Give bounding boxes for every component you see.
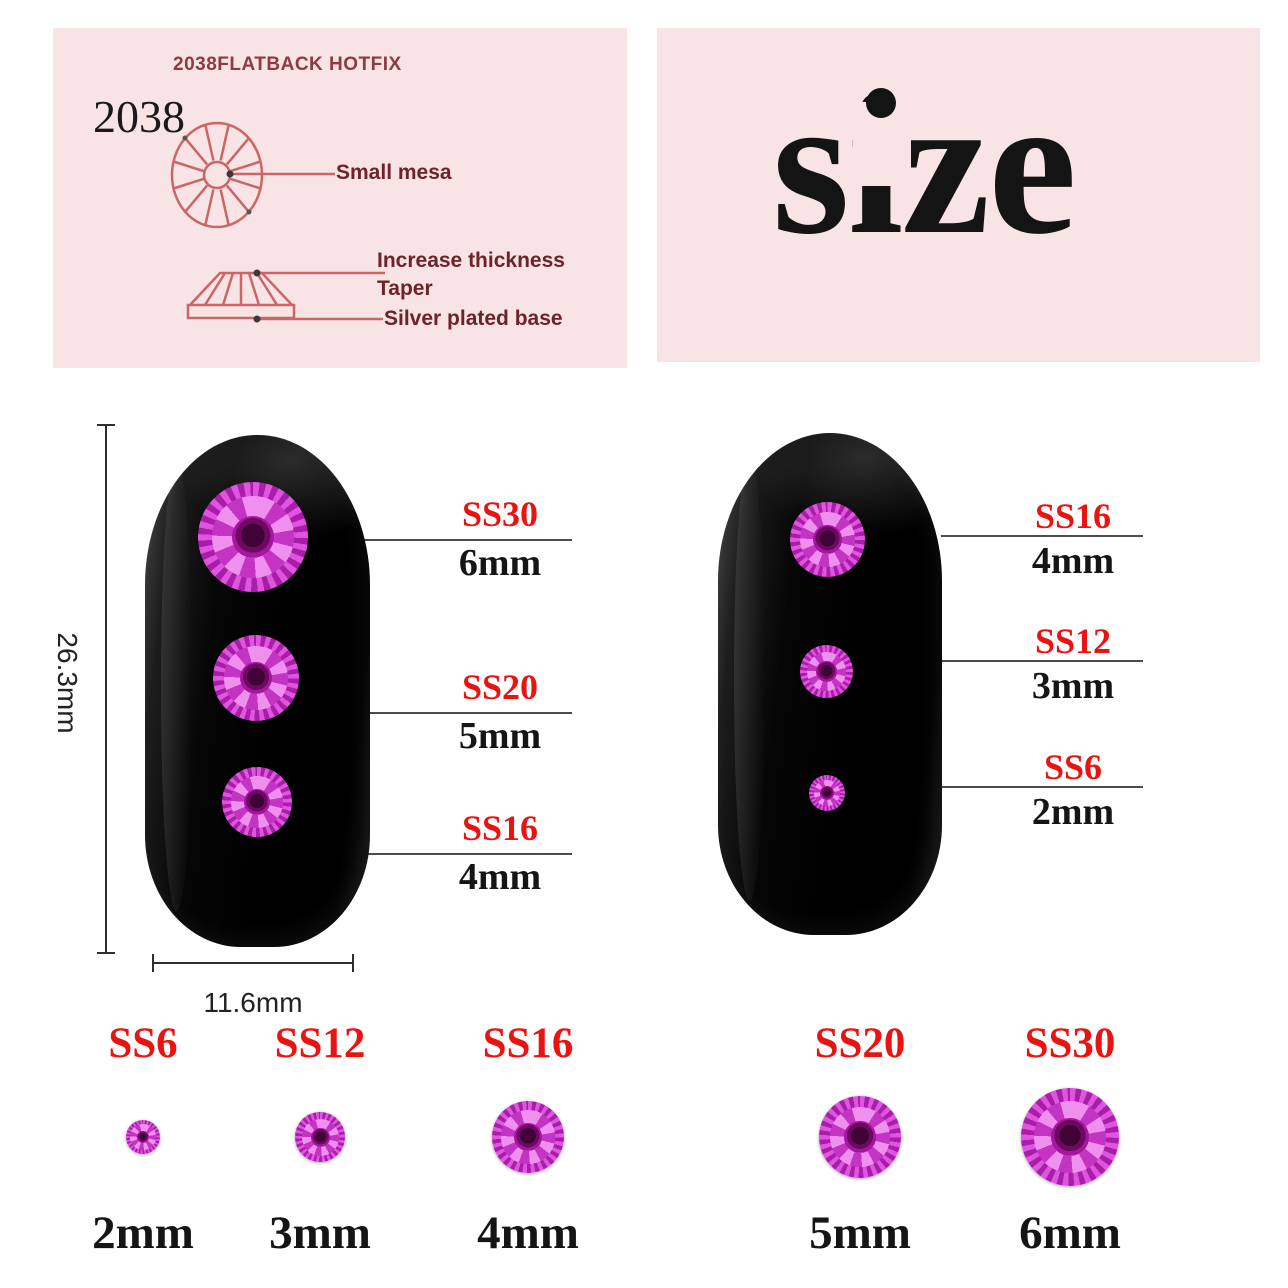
height-ruler-cap-bottom xyxy=(97,952,115,954)
size-row-mm-label: 6mm xyxy=(1019,1207,1121,1259)
size-row-rhinestone-ss12 xyxy=(295,1112,345,1162)
spec-panel: 2038FLATBACK HOTFIX 2038 xyxy=(53,28,627,368)
callout-line-ss30 xyxy=(340,539,572,541)
ss-size-label: SS16 xyxy=(461,808,539,848)
size-row-rhinestone-ss30 xyxy=(1021,1088,1119,1186)
ss-size-label: SS6 xyxy=(1043,747,1103,787)
size-row-rhinestone-ss16 xyxy=(492,1101,564,1173)
size-row-rhinestone-ss6 xyxy=(126,1120,160,1154)
size-row-mm-label: 5mm xyxy=(809,1207,911,1259)
callout-line-ss16-left xyxy=(340,853,572,855)
callout-line-ss16-right xyxy=(941,535,1143,537)
size-row-mm-label: 4mm xyxy=(477,1207,579,1259)
height-ruler-line xyxy=(105,426,107,954)
callout-line-ss6 xyxy=(915,786,1143,788)
size-row-mm-label: 2mm xyxy=(92,1207,194,1259)
stone-structure-diagram xyxy=(170,121,385,323)
rhinestone-left-ss16 xyxy=(222,767,292,837)
mm-size-label: 4mm xyxy=(458,856,542,898)
mm-size-label: 5mm xyxy=(458,715,542,757)
rhinestone-left-ss20 xyxy=(213,635,299,721)
width-ruler-line xyxy=(153,962,353,964)
rhinestone-right-ss16 xyxy=(790,502,865,577)
size-row-label: SS12 xyxy=(274,1020,366,1067)
ss-size-label: SS30 xyxy=(461,494,539,534)
spec-panel-title: 2038FLATBACK HOTFIX xyxy=(173,54,402,75)
ss-size-label: SS16 xyxy=(1034,496,1112,536)
size-row-rhinestone-ss20 xyxy=(819,1096,901,1178)
mm-size-label: 3mm xyxy=(1031,665,1115,707)
size-row-label: SS6 xyxy=(108,1020,178,1067)
nail-highlight xyxy=(160,460,193,912)
model-number: 2038 xyxy=(93,91,185,142)
callout-small-mesa: Small mesa xyxy=(336,161,452,184)
size-panel: size xyxy=(657,28,1260,362)
callout-silver-plated-base: Silver plated base xyxy=(384,307,563,330)
mm-size-label: 2mm xyxy=(1031,791,1115,833)
size-title: size xyxy=(772,55,1077,276)
size-row-label: SS20 xyxy=(814,1020,906,1067)
width-ruler-cap-right xyxy=(352,954,354,972)
callout-increase-thickness: Increase thickness xyxy=(377,249,565,272)
ss-size-label: SS12 xyxy=(1034,621,1112,661)
ss-size-label: SS20 xyxy=(461,667,539,707)
height-ruler-cap-top xyxy=(97,424,115,426)
width-ruler-label: 11.6mm xyxy=(203,987,303,1018)
size-row-mm-label: 3mm xyxy=(269,1207,371,1259)
rhinestone-right-ss12 xyxy=(800,645,853,698)
rhinestone-left-ss30 xyxy=(198,482,308,592)
mm-size-label: 4mm xyxy=(1031,540,1115,582)
i-dot xyxy=(866,88,896,118)
size-row-label: SS30 xyxy=(1024,1020,1116,1067)
nail-highlight xyxy=(733,458,766,900)
height-ruler-label: 26.3mm xyxy=(52,632,83,734)
callout-line-ss12 xyxy=(941,660,1143,662)
callout-taper: Taper xyxy=(377,277,433,300)
width-ruler-cap-left xyxy=(152,954,154,972)
callout-line-ss20 xyxy=(340,712,572,714)
size-row-label: SS16 xyxy=(482,1020,574,1067)
mm-size-label: 6mm xyxy=(458,542,542,584)
rhinestone-right-ss6 xyxy=(809,775,845,811)
